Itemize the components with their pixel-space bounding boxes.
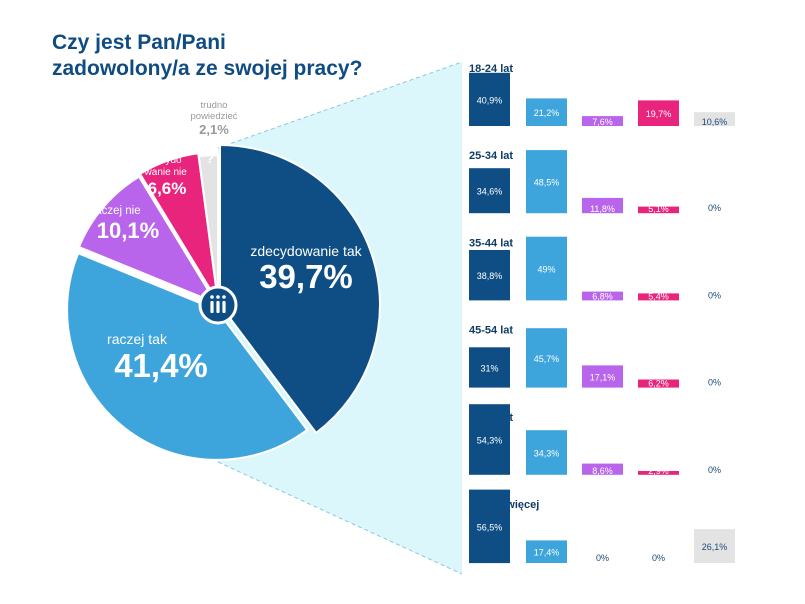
bar-value-raczej-tak: 21,2% [534, 108, 560, 118]
info-icon-dot-3 [222, 295, 226, 299]
bar-trudno-powiedziec [694, 529, 735, 563]
bar-raczej-nie [582, 291, 623, 301]
bar-value-zdecydowanie-nie: 0% [652, 553, 665, 563]
slice-value-trudno-powiedziec: 2,1% [199, 122, 229, 137]
slice-value-raczej-tak: 41,4% [114, 347, 208, 384]
bar-value-trudno-powiedziec: 26,1% [702, 542, 728, 552]
bar-value-raczej-nie: 6,8% [592, 291, 613, 301]
pie-slice-3 [77, 175, 219, 306]
info-icon-dot-1 [210, 295, 214, 299]
bar-value-raczej-tak: 45,7% [534, 354, 560, 364]
slice-value-zdecydowanie-nie: 6,6% [148, 179, 187, 198]
pie-slice-4 [138, 152, 219, 303]
bar-zdecydowanie-nie [638, 206, 679, 214]
bar-value-zdecydowanie-tak: 56,5% [477, 522, 503, 532]
bar-raczej-nie [582, 365, 623, 388]
bar-zdecydowanie-nie [638, 100, 679, 126]
age-group-title: 45-54 lat [469, 325, 513, 337]
bar-zdecydowanie-nie [638, 471, 679, 475]
chart-title: Czy jest Pan/Pani zadowolony/a ze swojej… [52, 30, 362, 82]
slice-label-raczej-nie: raczej nie [91, 205, 140, 217]
bar-value-zdecydowanie-tak: 34,6% [477, 187, 503, 197]
slice-label-trudno-powiedziec-line-1: trudno [201, 100, 228, 111]
bar-value-zdecydowanie-nie: 2,9% [648, 466, 669, 476]
bar-value-zdecydowanie-tak: 31% [480, 364, 498, 374]
bar-value-zdecydowanie-nie: 5,1% [648, 204, 669, 214]
bar-zdecydowanie-nie [638, 293, 679, 301]
age-group-title: 25-34 lat [469, 150, 513, 162]
info-icon-dot-2 [216, 295, 220, 299]
pie-slice-2 [66, 251, 309, 461]
bar-value-raczej-nie: 7,6% [592, 117, 613, 127]
bar-value-raczej-tak: 34,3% [534, 449, 560, 459]
zoom-line-top [217, 61, 463, 149]
bar-raczej-tak [526, 150, 567, 214]
bar-value-trudno-powiedziec: 0% [708, 290, 721, 300]
bar-value-zdecydowanie-nie: 6,2% [648, 379, 669, 389]
bar-value-trudno-powiedziec: 0% [708, 465, 721, 475]
bar-value-trudno-powiedziec: 0% [708, 203, 721, 213]
bar-trudno-powiedziec [694, 112, 735, 126]
info-icon-bar-3 [222, 301, 226, 313]
info-icon-bar-1 [210, 301, 214, 313]
slice-label-zdecydowanie-tak: zdecydowanie tak [250, 243, 362, 259]
info-icon-bar-2 [216, 301, 220, 313]
bar-raczej-tak [526, 540, 567, 563]
chart-title-line-1: Czy jest Pan/Pani [52, 31, 226, 54]
bar-value-raczej-nie: 0% [596, 553, 609, 563]
bar-raczej-nie [582, 197, 623, 214]
bar-value-raczej-tak: 49% [537, 265, 555, 275]
bar-value-trudno-powiedziec: 10,6% [702, 117, 728, 127]
age-group-title: 35-44 lat [469, 237, 513, 249]
bar-value-zdecydowanie-tak: 40,9% [477, 95, 503, 105]
bar-raczej-nie [582, 116, 623, 126]
bar-zdecydowanie-tak [469, 72, 510, 126]
slice-value-zdecydowanie-tak: 39,7% [259, 258, 353, 295]
bar-value-raczej-tak: 48,5% [534, 178, 560, 188]
bar-value-zdecydowanie-tak: 54,3% [477, 436, 503, 446]
age-group-title: 18-24 lat [469, 63, 513, 75]
slice-label-zdecydowanie-nie-line-1: zdecydo [144, 155, 182, 166]
bar-value-zdecydowanie-nie: 5,4% [648, 291, 669, 301]
bar-raczej-nie [582, 463, 623, 475]
bar-zdecydowanie-nie [638, 379, 679, 388]
bar-zdecydowanie-tak [469, 347, 510, 388]
bar-value-trudno-powiedziec: 0% [708, 378, 721, 388]
zoom-line-bottom [217, 461, 463, 575]
chart-title-line-2: zadowolony/a ze swojej pracy? [52, 57, 363, 80]
bar-value-raczej-nie: 8,6% [592, 466, 613, 476]
bar-zdecydowanie-tak [469, 168, 510, 214]
slice-label-zdecydowanie-nie-line-2: -wanie nie [141, 167, 187, 178]
bar-raczej-tak [526, 328, 567, 388]
age-bar-charts: 18-24 lat 40,9% 21,2% 7,6% 19,7% 10,6% 25-34 l… [469, 63, 735, 564]
bar-value-zdecydowanie-tak: 38,8% [477, 271, 503, 281]
question-mark-icon: ? [206, 150, 215, 166]
slice-value-raczej-nie: 10,1% [97, 218, 159, 243]
pie-slice-1 [219, 143, 381, 435]
pie-slice-5 [197, 153, 219, 302]
bar-zdecydowanie-tak [469, 250, 510, 301]
bar-raczej-tak [526, 236, 567, 301]
bar-raczej-tak [526, 98, 567, 126]
slice-label-raczej-tak: raczej tak [107, 331, 168, 347]
bar-raczej-tak [526, 430, 567, 475]
bar-zdecydowanie-tak [469, 404, 510, 475]
bar-value-raczej-nie: 11,8% [590, 204, 615, 214]
bar-zdecydowanie-tak [469, 489, 510, 564]
age-panel-background [462, 62, 752, 574]
bar-value-raczej-tak: 17,4% [534, 548, 560, 558]
slice-label-trudno-powiedziec-line-2: powiedzieć [191, 111, 238, 122]
bar-value-zdecydowanie-nie: 19,7% [646, 109, 672, 119]
bar-value-raczej-nie: 17,1% [590, 373, 616, 383]
